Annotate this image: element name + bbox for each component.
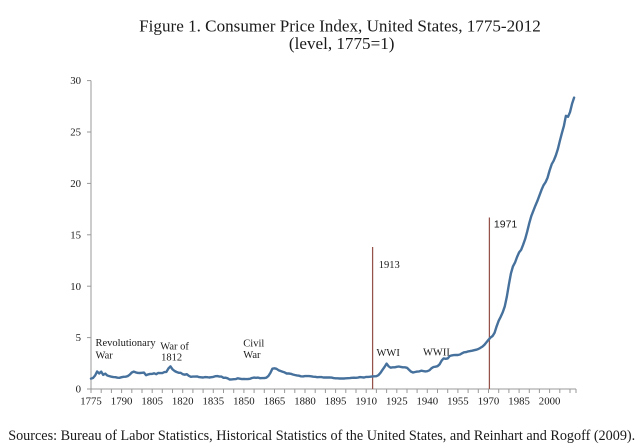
svg-text:2000: 2000 [539,395,561,407]
svg-text:30: 30 [70,75,81,87]
svg-text:1985: 1985 [508,395,530,407]
svg-text:15: 15 [70,229,81,241]
svg-text:1812: 1812 [161,353,182,364]
svg-text:WWII: WWII [423,348,450,359]
svg-text:1955: 1955 [447,395,469,407]
svg-text:1970: 1970 [478,395,500,407]
svg-text:1790: 1790 [111,395,133,407]
svg-text:25: 25 [70,127,81,139]
svg-text:Civil: Civil [243,339,264,350]
svg-text:Figure 1. Consumer Price Index: Figure 1. Consumer Price Index, United S… [139,16,541,35]
svg-text:5: 5 [76,332,81,344]
svg-text:1820: 1820 [172,395,194,407]
svg-text:1913: 1913 [379,260,400,271]
svg-text:1971: 1971 [494,218,518,230]
svg-text:War: War [96,351,114,362]
svg-text:1895: 1895 [325,395,347,407]
svg-text:10: 10 [70,281,81,293]
svg-text:1865: 1865 [264,395,286,407]
svg-text:WWI: WWI [377,348,401,359]
svg-text:1835: 1835 [203,395,225,407]
svg-text:War: War [243,350,261,361]
svg-text:1805: 1805 [141,395,163,407]
svg-text:1880: 1880 [294,395,316,407]
svg-text:(level, 1775=1): (level, 1775=1) [289,34,395,53]
svg-text:1910: 1910 [355,395,377,407]
svg-text:Revolutionary: Revolutionary [96,338,157,349]
svg-text:0: 0 [76,384,81,396]
svg-text:1925: 1925 [386,395,408,407]
svg-text:War of: War of [160,341,189,352]
svg-text:20: 20 [70,178,81,190]
svg-text:1775: 1775 [80,395,102,407]
svg-text:Sources: Bureau of Labor Stati: Sources: Bureau of Labor Statistics, His… [8,428,635,444]
svg-text:1940: 1940 [417,395,439,407]
svg-text:1850: 1850 [233,395,255,407]
